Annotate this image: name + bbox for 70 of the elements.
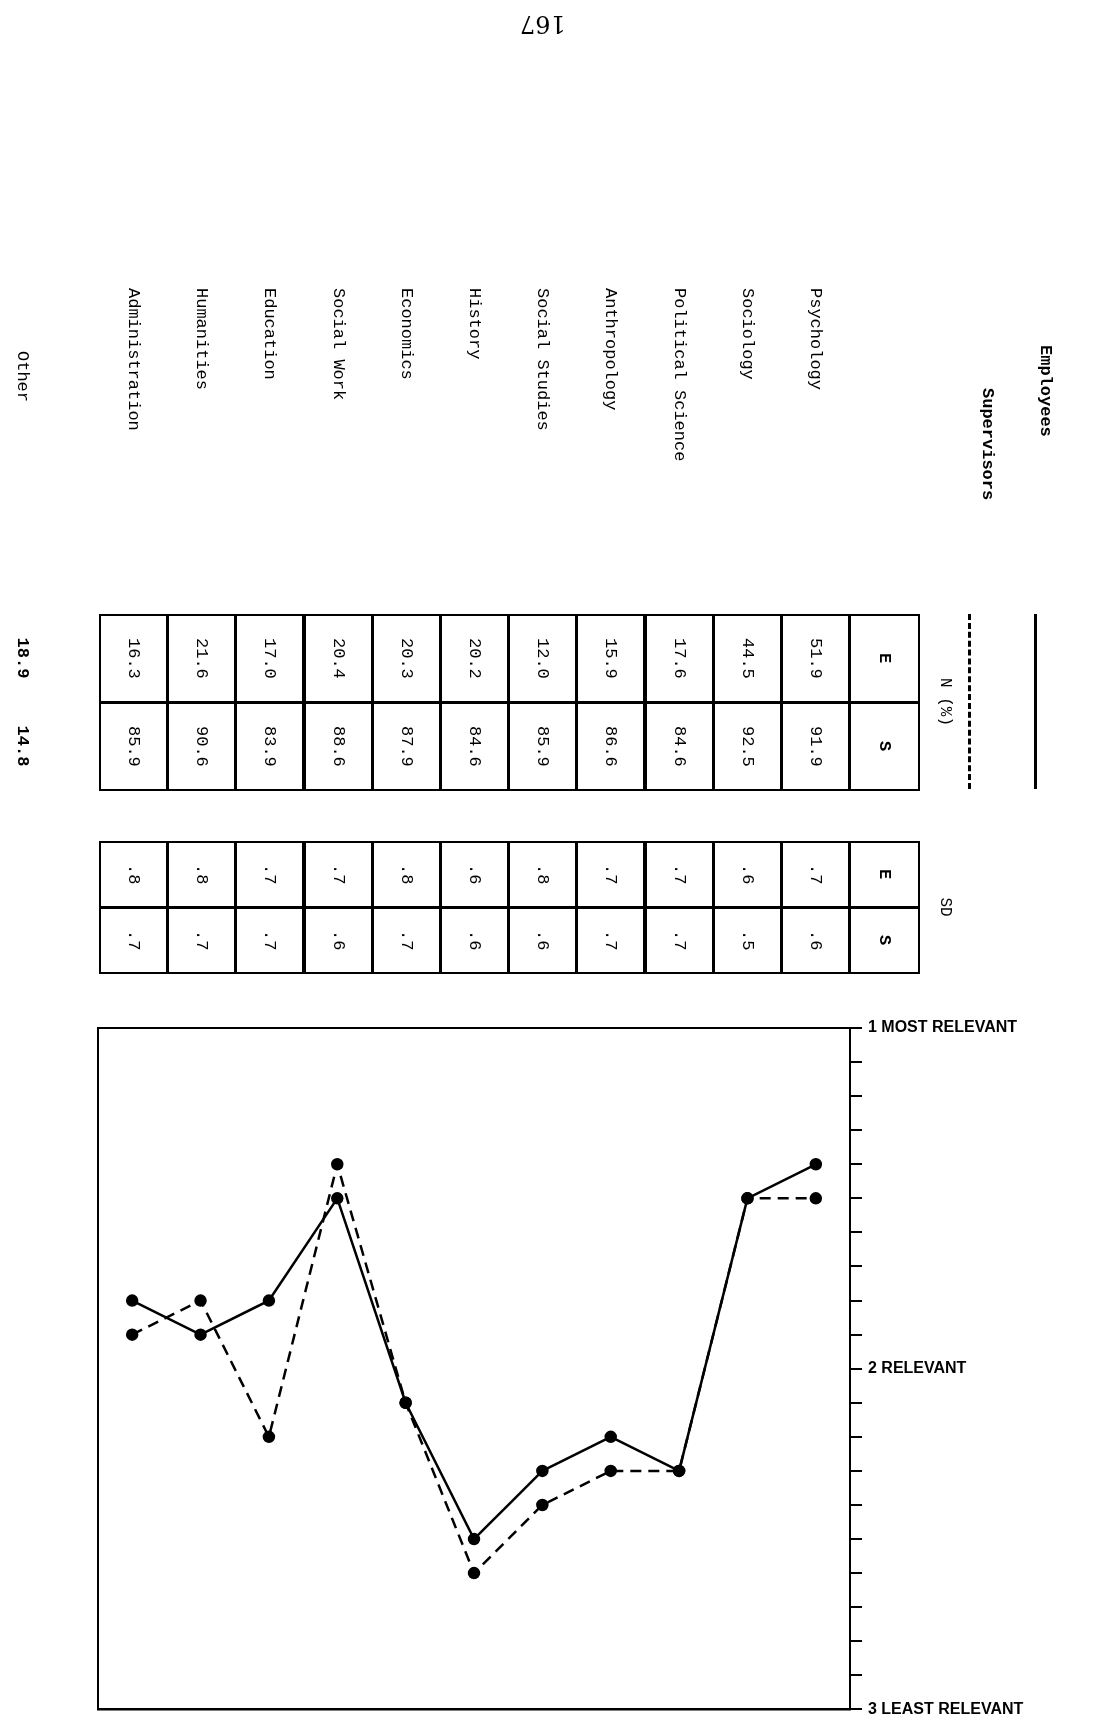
text: N (%) — [935, 677, 955, 727]
data-label: .7 — [669, 864, 689, 885]
data-label: 85.9 — [533, 726, 553, 767]
data-label: 87.9 — [396, 726, 416, 767]
data-label: .8 — [192, 864, 212, 885]
category-label: Humanities — [191, 288, 212, 391]
data-label: .6 — [806, 930, 825, 951]
data-label: 17.6 — [669, 638, 689, 679]
data-label: 92.5 — [737, 726, 757, 767]
data-label: 83.9 — [260, 726, 280, 767]
data-label: 21.6 — [192, 638, 212, 679]
text: E — [875, 653, 894, 664]
text: S — [875, 741, 894, 752]
text: 167 — [520, 10, 566, 38]
category-label: Economics — [395, 288, 416, 380]
data-label: 20.3 — [396, 638, 416, 679]
data-label: .6 — [328, 930, 348, 951]
category-label: Sociology — [736, 288, 757, 380]
data-label: 86.6 — [601, 726, 621, 767]
data-label: .8 — [396, 864, 416, 885]
category-label: Anthropology — [600, 288, 621, 411]
data-label: 51.9 — [806, 638, 825, 679]
category-label: Education — [259, 288, 280, 380]
data-label: 44.5 — [737, 638, 757, 679]
text: SD — [935, 897, 955, 917]
data-label: .7 — [328, 864, 348, 885]
data-label: .7 — [601, 930, 621, 951]
data-label: .7 — [396, 930, 416, 951]
data-label: .6 — [465, 864, 484, 885]
data-label: .6 — [737, 864, 757, 885]
data-label: .6 — [533, 930, 553, 951]
data-label: .6 — [465, 930, 484, 951]
category-label: History — [464, 288, 484, 360]
data-label: .7 — [192, 930, 212, 951]
data-label: .7 — [806, 864, 825, 885]
data-label: 90.6 — [192, 726, 212, 767]
data-label: 14.8 — [11, 725, 32, 767]
data-label: 16.3 — [124, 638, 143, 679]
category-label: Administration — [123, 288, 143, 431]
text: E — [875, 869, 894, 880]
data-label: 91.9 — [806, 726, 825, 767]
data-label: 20.2 — [465, 638, 484, 679]
data-label: .7 — [601, 864, 621, 885]
data-label: 84.6 — [669, 726, 689, 767]
y-tick-label: 3 LEAST RELEVANT — [868, 1699, 1024, 1717]
data-label: .7 — [124, 930, 143, 951]
data-label: 88.6 — [328, 726, 348, 767]
data-label: 20.4 — [328, 638, 348, 679]
data-label: .5 — [737, 930, 757, 951]
category-label: Psychology — [805, 288, 825, 391]
y-tick-label: 2 RELEVANT — [868, 1359, 967, 1377]
data-label: .7 — [260, 930, 280, 951]
data-label: .8 — [124, 864, 143, 885]
data-label: .7 — [260, 864, 280, 885]
category-label: Social Work — [327, 288, 348, 401]
text: Supervisors — [977, 388, 997, 501]
text: S — [875, 935, 894, 946]
data-label: 15.9 — [601, 638, 621, 679]
data-label: 17.0 — [260, 638, 280, 679]
data-label: 12.0 — [533, 638, 553, 679]
category-label: Political Science — [668, 288, 689, 462]
category-label: Social Studies — [532, 288, 553, 431]
text: Employees — [1035, 345, 1055, 437]
data-label: .7 — [669, 930, 689, 951]
data-label: 84.6 — [465, 726, 484, 767]
y-tick-label: 1 MOST RELEVANT — [868, 1018, 1018, 1036]
data-label: 85.9 — [124, 726, 143, 767]
category-label: Other — [11, 351, 32, 403]
data-label: 18.9 — [11, 637, 32, 679]
data-label: .8 — [533, 864, 553, 885]
